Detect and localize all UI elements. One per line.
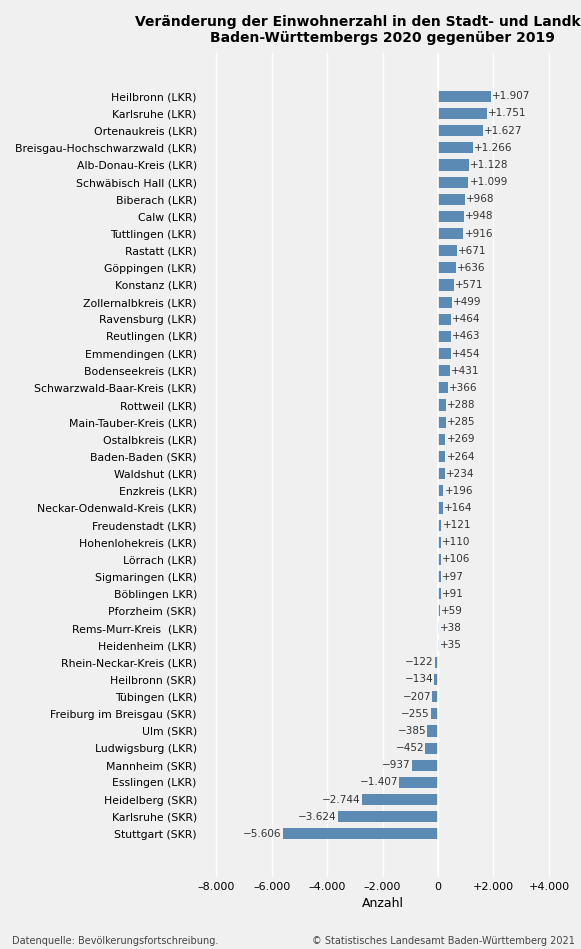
Text: +196: +196 — [444, 486, 473, 495]
Text: +110: +110 — [442, 537, 471, 548]
Bar — [435, 674, 438, 685]
Text: +121: +121 — [443, 520, 471, 530]
Text: −255: −255 — [401, 709, 430, 718]
Text: +1.751: +1.751 — [487, 108, 526, 119]
Bar — [338, 811, 438, 822]
Text: −3.624: −3.624 — [298, 811, 336, 822]
Bar — [438, 519, 442, 530]
Bar — [438, 245, 457, 256]
Text: −937: −937 — [382, 760, 411, 771]
Bar — [438, 382, 448, 394]
Text: −2.744: −2.744 — [322, 794, 361, 805]
Text: +948: +948 — [465, 212, 494, 221]
Bar — [438, 502, 443, 513]
Bar — [438, 194, 465, 205]
Bar — [438, 365, 450, 377]
Bar — [438, 640, 439, 651]
Bar — [438, 468, 444, 479]
Text: © Statistisches Landesamt Baden-Württemberg 2021: © Statistisches Landesamt Baden-Württemb… — [313, 937, 575, 946]
Text: −452: −452 — [396, 743, 424, 754]
Text: +288: +288 — [447, 400, 476, 410]
Bar — [425, 742, 438, 754]
Bar — [438, 400, 446, 411]
Text: +499: +499 — [453, 297, 482, 307]
Bar — [438, 297, 452, 307]
Text: +97: +97 — [442, 571, 464, 582]
Bar — [438, 279, 454, 290]
Text: +464: +464 — [452, 314, 480, 325]
Bar — [438, 348, 451, 359]
Bar — [438, 211, 464, 222]
Text: +269: +269 — [447, 435, 475, 444]
Bar — [438, 331, 451, 342]
Bar — [438, 417, 446, 428]
Bar — [438, 605, 440, 617]
Text: −385: −385 — [397, 726, 426, 735]
Bar — [412, 759, 438, 771]
Text: +916: +916 — [465, 229, 493, 238]
Bar — [282, 828, 438, 840]
Text: +636: +636 — [457, 263, 485, 273]
Text: +1.099: +1.099 — [469, 177, 508, 187]
Bar — [438, 159, 469, 171]
Bar — [438, 554, 441, 565]
Text: +35: +35 — [440, 641, 462, 650]
Bar — [438, 125, 483, 137]
Text: +59: +59 — [441, 605, 462, 616]
Bar — [431, 708, 438, 719]
Text: +968: +968 — [466, 195, 494, 204]
Text: +1.627: +1.627 — [484, 125, 523, 136]
Bar — [438, 108, 486, 119]
Bar — [438, 485, 443, 496]
Bar — [438, 91, 491, 102]
Bar — [438, 623, 439, 634]
Text: +1.128: +1.128 — [471, 160, 509, 170]
Bar — [428, 725, 438, 736]
Bar — [438, 314, 451, 325]
Text: −1.407: −1.407 — [360, 777, 398, 788]
Bar — [362, 794, 438, 805]
Bar — [438, 262, 456, 273]
Text: −134: −134 — [404, 675, 433, 684]
Text: Datenquelle: Bevölkerungsfortschreibung.: Datenquelle: Bevölkerungsfortschreibung. — [12, 937, 218, 946]
Text: +1.266: +1.266 — [474, 142, 512, 153]
Bar — [438, 451, 446, 462]
Bar — [438, 571, 441, 582]
Text: −207: −207 — [403, 692, 431, 701]
Text: +454: +454 — [451, 348, 480, 359]
Text: −5.606: −5.606 — [243, 828, 282, 839]
Bar — [438, 177, 468, 188]
Text: +264: +264 — [446, 452, 475, 461]
Bar — [438, 434, 446, 445]
Text: +285: +285 — [447, 418, 475, 427]
Text: −122: −122 — [405, 658, 433, 667]
Text: +431: +431 — [451, 365, 479, 376]
Text: +463: +463 — [452, 331, 480, 342]
Text: +671: +671 — [458, 246, 486, 255]
Text: +91: +91 — [442, 588, 464, 599]
Text: +38: +38 — [440, 623, 462, 633]
Text: +106: +106 — [442, 554, 471, 565]
Text: +234: +234 — [446, 469, 474, 478]
Bar — [438, 228, 464, 239]
Title: Veränderung der Einwohnerzahl in den Stadt- und Landkreisen
Baden-Württembergs 2: Veränderung der Einwohnerzahl in den Sta… — [135, 15, 581, 46]
Bar — [435, 657, 438, 668]
Bar — [399, 777, 438, 788]
Text: +366: +366 — [449, 382, 478, 393]
X-axis label: Anzahl: Anzahl — [361, 897, 404, 910]
Bar — [438, 537, 441, 548]
Text: +571: +571 — [455, 280, 483, 290]
Bar — [438, 588, 440, 600]
Bar — [432, 691, 438, 702]
Bar — [438, 142, 473, 154]
Text: +164: +164 — [444, 503, 472, 513]
Text: +1.907: +1.907 — [492, 91, 530, 102]
